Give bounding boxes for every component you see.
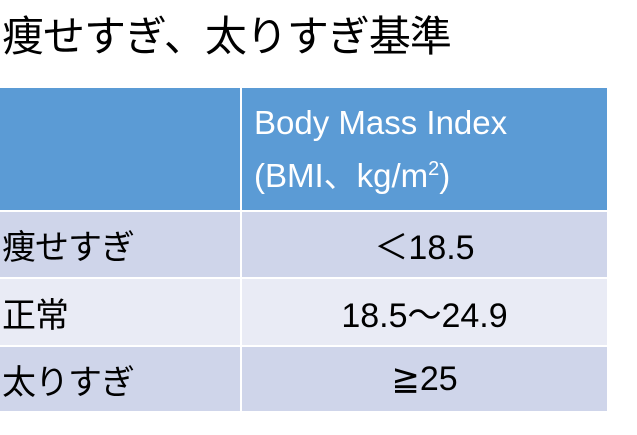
category-cell: 痩せすぎ — [0, 211, 242, 279]
bmi-cell: ＜18.5 — [241, 211, 609, 279]
header-unit-superscript: 2 — [428, 157, 440, 180]
header-bmi-line1: Body Mass Index — [254, 103, 508, 141]
header-unit-close: ) — [439, 156, 451, 194]
table-row: 正常 18.5〜24.9 — [0, 278, 609, 347]
table-row: 太りすぎ ≧25 — [0, 346, 609, 413]
category-cell: 太りすぎ — [0, 346, 242, 413]
table-header-row: Body Mass Index (BMI、kg/m2) — [0, 88, 609, 212]
table-row: 痩せすぎ ＜18.5 — [0, 211, 609, 279]
header-cell-bmi: Body Mass Index (BMI、kg/m2) — [241, 88, 609, 212]
bmi-cell: ≧25 — [241, 346, 609, 413]
header-unit-text: (BMI、kg/m — [254, 156, 429, 194]
category-cell: 正常 — [0, 278, 242, 347]
bmi-table: Body Mass Index (BMI、kg/m2) 痩せすぎ ＜18.5 正… — [0, 88, 609, 413]
header-cell-empty — [0, 88, 242, 212]
bmi-cell: 18.5〜24.9 — [241, 278, 609, 347]
slide-title: 痩せすぎ、太りすぎ基準 — [2, 12, 452, 61]
header-bmi-line2: (BMI、kg/m2) — [254, 146, 607, 199]
